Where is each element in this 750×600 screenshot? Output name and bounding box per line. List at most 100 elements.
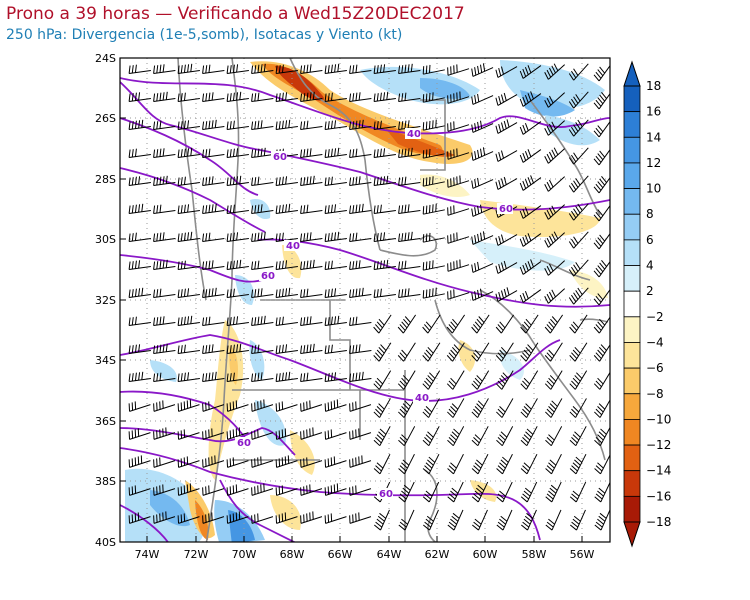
wind-barb-feather [159,64,162,73]
wind-barb-feather [330,316,333,325]
lat-label: 26S [95,112,116,125]
wind-barb-feather [373,177,376,186]
wind-barb-feather [128,233,131,242]
colorbar-label: 10 [646,182,661,196]
wind-barb-feather [183,176,186,185]
wind-barb-feather [545,411,552,418]
wind-barb-feather [548,462,555,469]
wind-barb-feather [373,411,380,418]
wind-barb-feather [349,289,352,298]
wind-barb-feather [288,287,291,296]
wind-barb-feather [447,468,454,475]
wind-barb-feather [548,321,555,329]
wind-barb-feather [551,65,556,74]
wind-barb-feather [407,64,410,73]
colorbar-segment [623,85,641,113]
wind-barb-feather [450,349,457,357]
wind-barb-feather [595,295,602,303]
wind-barb-feather [376,349,383,357]
wind-barb-feather [522,408,529,416]
wind-barb-feather [208,64,211,73]
wind-barb-feather [471,355,478,362]
wind-barb-feather [452,512,460,519]
wind-barb-feather [205,261,208,270]
wind-barb-feather [214,203,217,212]
wind-barb-feather [597,349,604,357]
wind-barb-feather [375,408,382,416]
wind-barb-feather [407,148,410,157]
lon-label: 74W [135,548,160,561]
wind-barb-feather [159,372,162,381]
wind-barb-feather [495,383,503,390]
wind-barb-feather [263,63,266,72]
wind-barb-feather [497,408,504,416]
wind-barb-feather [500,262,504,271]
lon-label: 66W [328,548,353,561]
wind-barb-feather [187,372,190,381]
wind-barb-feather [597,265,604,273]
wind-barb-feather [595,352,602,359]
wind-barb-feather [573,68,579,76]
wind-barb-feather [303,289,306,298]
wind-barb-feather [303,261,306,270]
wind-barb-feather [303,373,306,382]
wind-barb-feather [352,233,355,242]
wind-barb-feather [401,434,408,441]
colorbar-segment [623,213,641,241]
wind-barb-feather [131,93,134,102]
wind-barb-feather [577,287,583,295]
wind-barb-feather [183,260,186,269]
wind-barb-feather [177,65,180,74]
wind-barb-feather [349,177,352,186]
wind-barb-feather [153,149,156,158]
wind-barb-feather [477,484,485,491]
wind-barb-feather [597,97,604,105]
wind-barb-feather [474,123,477,132]
wind-barb-feather [482,231,486,240]
wind-barb-feather [401,177,404,186]
wind-barb-feather [131,149,134,158]
wind-barb-feather [425,406,433,413]
wind-barb-feather [281,92,284,101]
wind-barb-feather [398,439,405,447]
wind-barb-feather [527,65,532,74]
colorbar-segment [623,342,641,369]
wind-barb-feather [404,176,407,185]
wind-barb-feather [275,177,278,186]
wind-barb-feather [257,64,260,73]
wind-barb-feather [378,403,385,410]
wind-barb-feather [138,92,141,101]
wind-barb-feather [545,439,552,447]
wind-barb-feather [375,521,383,528]
wind-barb-feather [527,149,532,158]
wind-barb-feather [254,261,257,270]
wind-barb-feather [337,315,340,324]
wind-barb-feather [474,235,477,244]
wind-barb-feather [327,149,330,158]
wind-barb-feather [500,459,508,466]
wind-barb-feather [399,465,407,472]
wind-barb-feather [156,121,159,130]
wind-barb-feather [205,177,208,186]
wind-barb-feather [476,403,483,410]
wind-barb-feather [474,518,482,525]
wind-barb-feather [300,149,303,158]
wind-barb-feather [300,205,303,214]
wind-barb-feather [376,321,383,329]
wind-barb-feather [375,324,382,331]
wind-barb-feather [448,352,455,359]
lon-label: 70W [232,548,257,561]
wind-barb-feather [594,439,601,447]
wind-barb-feather [281,316,284,325]
wind-barb-feather [361,371,364,380]
wind-barb-feather [569,411,576,418]
wind-barb-feather [373,93,376,102]
wind-barb-feather [190,63,193,72]
wind-barb-feather [422,411,429,418]
wind-barb-feather [496,496,504,503]
wind-barb-feather [355,120,358,129]
wind-barb-feather [352,121,355,130]
wind-barb-feather [128,177,131,186]
wind-barb-feather [548,377,555,385]
wind-barb-feather [373,524,381,531]
